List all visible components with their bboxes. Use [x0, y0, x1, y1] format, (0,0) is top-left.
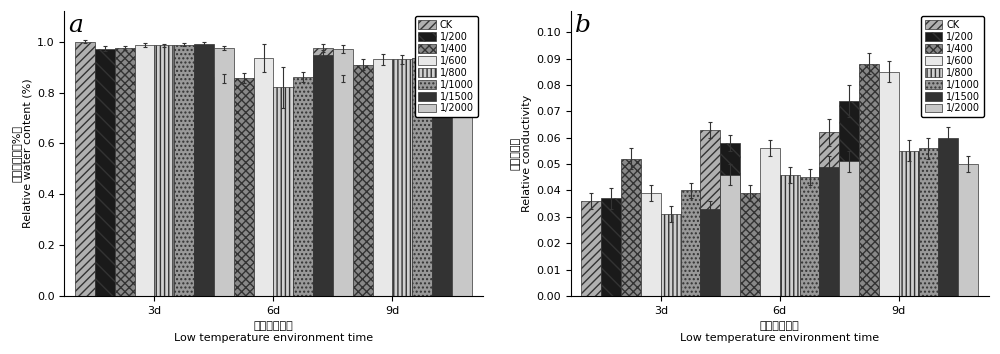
- Bar: [214, 79, 234, 296]
- Bar: [313, 48, 333, 296]
- Bar: [700, 209, 720, 296]
- Bar: [859, 64, 879, 296]
- Y-axis label: 相对电导率
Relative conductivity: 相对电导率 Relative conductivity: [510, 95, 532, 212]
- Bar: [879, 72, 899, 296]
- Bar: [938, 138, 958, 296]
- Bar: [194, 77, 214, 296]
- Bar: [720, 175, 740, 296]
- Bar: [174, 45, 194, 296]
- Bar: [740, 193, 760, 296]
- Bar: [839, 161, 859, 296]
- Bar: [95, 49, 115, 296]
- Bar: [392, 59, 412, 296]
- Bar: [681, 190, 700, 296]
- Bar: [621, 159, 641, 296]
- Text: b: b: [575, 14, 591, 37]
- Bar: [254, 58, 273, 296]
- Bar: [234, 78, 254, 296]
- Bar: [899, 151, 919, 296]
- Bar: [760, 148, 780, 296]
- Bar: [700, 130, 720, 296]
- Bar: [75, 42, 95, 296]
- Legend: CK, 1/200, 1/400, 1/600, 1/800, 1/1000, 1/1500, 1/2000: CK, 1/200, 1/400, 1/600, 1/800, 1/1000, …: [921, 16, 984, 118]
- X-axis label: 低温环境时间
Low temperature environment time: 低温环境时间 Low temperature environment time: [174, 321, 373, 343]
- Bar: [958, 164, 978, 296]
- Bar: [154, 45, 174, 296]
- Bar: [800, 177, 819, 296]
- Bar: [581, 201, 601, 296]
- Bar: [313, 55, 333, 296]
- Y-axis label: 相对含水量（%）
Relative water content (%): 相对含水量（%） Relative water content (%): [11, 79, 33, 228]
- Bar: [333, 79, 353, 296]
- Bar: [412, 58, 432, 296]
- Text: a: a: [69, 14, 83, 37]
- Bar: [819, 167, 839, 296]
- Bar: [720, 143, 740, 296]
- Bar: [641, 193, 661, 296]
- Bar: [452, 51, 472, 296]
- Bar: [780, 175, 800, 296]
- Bar: [353, 64, 373, 296]
- Legend: CK, 1/200, 1/400, 1/600, 1/800, 1/1000, 1/1500, 1/2000: CK, 1/200, 1/400, 1/600, 1/800, 1/1000, …: [415, 16, 478, 118]
- Bar: [839, 101, 859, 296]
- Bar: [432, 51, 452, 296]
- Bar: [273, 87, 293, 296]
- Bar: [661, 214, 681, 296]
- Bar: [333, 49, 353, 296]
- Bar: [214, 48, 234, 296]
- Bar: [115, 48, 135, 296]
- Bar: [293, 77, 313, 296]
- Bar: [601, 198, 621, 296]
- Bar: [194, 44, 214, 296]
- Bar: [135, 45, 154, 296]
- Bar: [919, 148, 938, 296]
- X-axis label: 低温环境时间
Low temperature environment time: 低温环境时间 Low temperature environment time: [680, 321, 879, 343]
- Bar: [373, 59, 392, 296]
- Bar: [819, 132, 839, 296]
